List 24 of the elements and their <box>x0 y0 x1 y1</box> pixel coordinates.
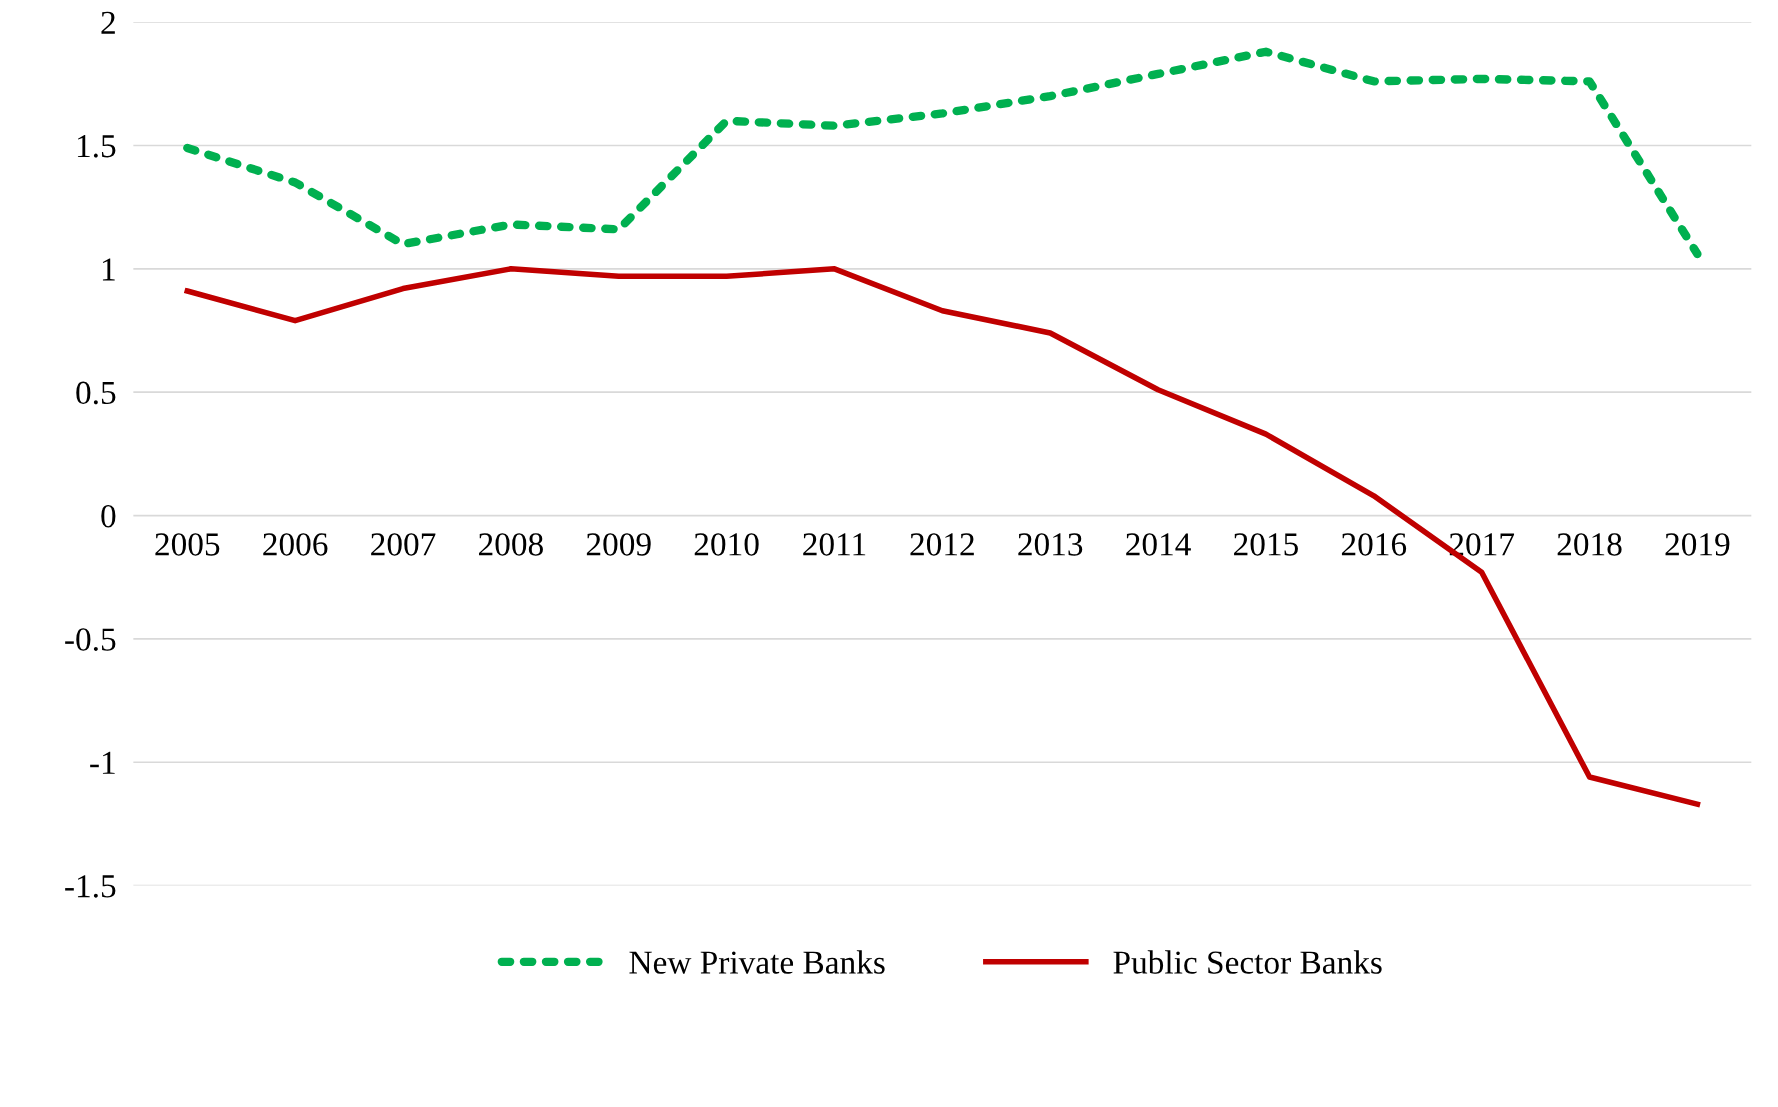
legend-label: Public Sector Banks <box>1113 950 1382 974</box>
x-tick-label: 2010 <box>694 533 759 556</box>
legend-label: New Private Banks <box>629 950 885 974</box>
y-tick-label: -1 <box>90 751 115 774</box>
x-tick-label: 2015 <box>1234 533 1298 556</box>
y-tick-label: 2 <box>101 11 115 34</box>
y-tick-label: 1.5 <box>77 135 116 158</box>
x-tick-label: 2006 <box>263 533 328 556</box>
y-tick-label: 0.5 <box>76 381 116 405</box>
x-tick-label: 2012 <box>910 533 974 556</box>
y-tick-label: 0 <box>101 504 116 528</box>
x-tick-label: 2011 <box>803 533 866 556</box>
x-tick-label: 2005 <box>155 533 220 556</box>
x-tick-label: 2016 <box>1341 533 1407 556</box>
x-tick-label: 2018 <box>1557 533 1622 556</box>
x-tick-label: 2013 <box>1018 533 1083 556</box>
x-tick-label: 2009 <box>586 533 651 556</box>
x-tick-label: 2014 <box>1126 533 1191 556</box>
y-tick-label: -1.5 <box>65 875 116 898</box>
x-tick-label: 2007 <box>371 533 436 556</box>
y-tick-label: 1 <box>102 258 115 281</box>
x-tick-label: 2019 <box>1665 533 1730 556</box>
x-tick-label: 2008 <box>479 533 543 556</box>
y-tick-label: -0.5 <box>65 628 116 651</box>
